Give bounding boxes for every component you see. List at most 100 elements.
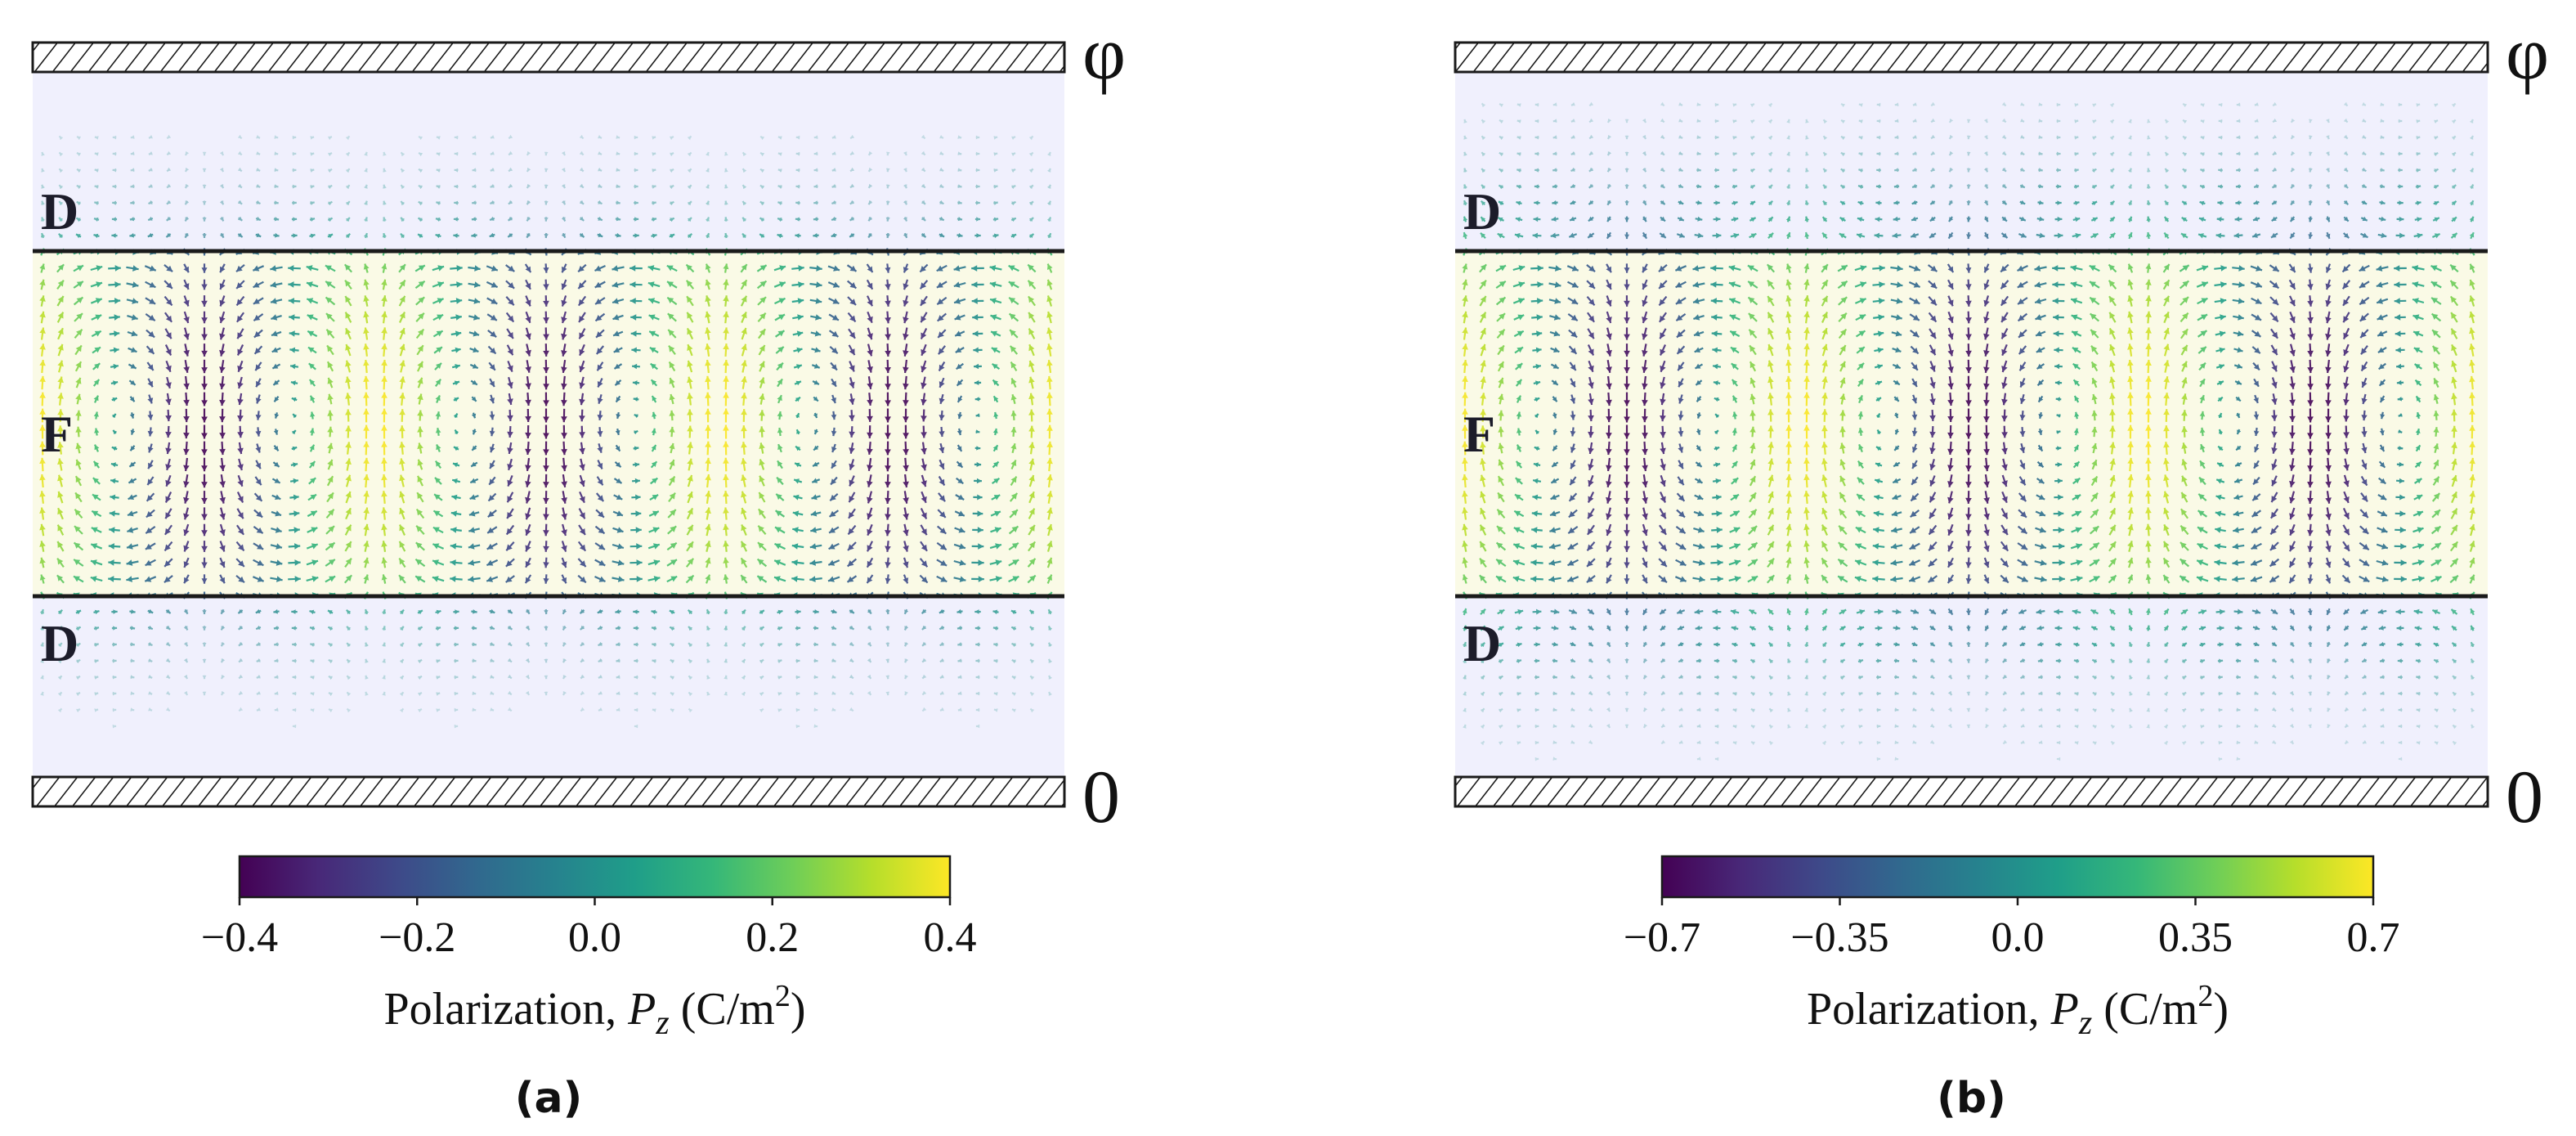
polarization-arrow	[598, 168, 603, 172]
polarization-arrow	[270, 281, 283, 288]
polarization-arrow	[831, 135, 836, 139]
polarization-arrow	[256, 151, 261, 155]
polarization-arrow	[831, 151, 836, 155]
polarization-arrow	[256, 135, 261, 139]
polarization-arrow	[398, 279, 406, 290]
polarization-arrow	[525, 295, 531, 307]
polarization-arrow	[1046, 217, 1052, 222]
polarization-arrow	[612, 265, 625, 272]
polarization-arrow	[813, 233, 819, 238]
polarization-arrow	[400, 217, 405, 222]
polarization-arrow	[166, 167, 172, 173]
polarization-arrow	[579, 167, 585, 173]
polarization-arrow	[1046, 184, 1051, 189]
polarization-arrow	[237, 134, 243, 140]
polarization-arrow	[594, 265, 606, 272]
polarization-arrow	[309, 217, 316, 222]
polarization-arrow	[795, 184, 800, 189]
polarization-arrow	[148, 200, 153, 205]
polarization-arrow	[418, 168, 423, 173]
polarization-arrow	[993, 152, 998, 156]
polarization-arrow	[112, 151, 117, 156]
polarization-arrow	[687, 184, 692, 190]
polarization-arrow	[957, 200, 962, 205]
polarization-arrow	[435, 233, 441, 239]
polarization-arrow	[398, 263, 406, 273]
polarization-arrow	[741, 232, 747, 239]
polarization-arrow	[184, 168, 190, 173]
polarization-arrow	[633, 217, 639, 222]
polarization-arrow	[202, 184, 207, 189]
polarization-arrow	[849, 150, 855, 156]
polarization-arrow	[526, 184, 531, 189]
polarization-arrow	[202, 151, 207, 156]
polarization-arrow	[56, 279, 65, 290]
polarization-arrow	[1011, 136, 1016, 140]
polarization-arrow	[795, 233, 801, 238]
polarization-arrow	[724, 232, 728, 239]
polarization-arrow	[112, 168, 117, 173]
polarization-arrow	[939, 167, 944, 172]
polarization-arrow	[364, 184, 368, 189]
polarization-arrow	[400, 168, 405, 173]
polarization-arrow	[94, 201, 99, 205]
polarization-arrow	[414, 280, 426, 290]
polarization-arrow	[724, 217, 728, 222]
polarization-arrow	[486, 265, 499, 272]
polarization-arrow	[612, 298, 625, 304]
layer-label-ferroelectric: F	[41, 405, 73, 463]
polarization-arrow	[112, 200, 117, 205]
polarization-arrow	[849, 200, 854, 205]
polarization-arrow	[813, 184, 818, 189]
polarization-arrow	[219, 263, 226, 273]
polarization-arrow	[953, 281, 966, 288]
polarization-arrow	[270, 298, 283, 304]
polarization-arrow	[544, 232, 549, 239]
polarization-arrow	[543, 263, 549, 273]
polarization-arrow	[629, 265, 643, 272]
polarization-arrow	[56, 295, 65, 307]
polarization-arrow	[687, 233, 693, 239]
polarization-arrow	[795, 217, 801, 222]
polarization-arrow	[345, 217, 351, 222]
polarization-arrow	[846, 280, 858, 290]
polarization-arrow	[867, 200, 873, 205]
polarization-arrow	[687, 217, 692, 222]
polarization-arrow	[328, 168, 333, 173]
polarization-arrow	[201, 295, 208, 307]
polarization-arrow	[454, 151, 459, 156]
polarization-arrow	[328, 184, 333, 190]
polarization-arrow	[383, 184, 387, 189]
polarization-arrow	[183, 279, 190, 290]
polarization-arrow	[975, 135, 980, 140]
polarization-arrow	[75, 217, 82, 222]
polarization-arrow	[39, 263, 46, 273]
polarization-arrow	[292, 200, 297, 205]
polarization-arrow	[468, 298, 481, 304]
polarization-arrow	[724, 184, 728, 189]
polarization-arrow	[544, 184, 549, 189]
polarization-arrow	[415, 296, 425, 306]
colorbar-tick-label: −0.7	[1624, 914, 1700, 961]
polarization-arrow	[616, 151, 620, 155]
polarization-arrow	[94, 136, 99, 140]
polarization-arrow	[450, 265, 463, 272]
polarization-arrow	[41, 151, 45, 156]
polarization-arrow	[705, 217, 710, 222]
polarization-arrow	[777, 152, 782, 156]
layer-label-ferroelectric: F	[1463, 405, 1495, 463]
polarization-arrow	[364, 200, 368, 205]
polarization-arrow	[939, 183, 944, 189]
polarization-arrow	[126, 265, 139, 272]
polarization-arrow	[1011, 168, 1016, 173]
polarization-arrow	[827, 265, 840, 272]
polarization-arrow	[956, 217, 963, 222]
polarization-arrow	[41, 232, 46, 239]
polarization-arrow	[1011, 184, 1016, 190]
polarization-arrow	[237, 183, 243, 189]
polarization-arrow	[526, 232, 531, 239]
polarization-arrow	[90, 265, 103, 272]
polarization-arrow	[345, 184, 351, 190]
polarization-arrow	[490, 200, 495, 204]
polarization-arrow	[777, 218, 783, 222]
